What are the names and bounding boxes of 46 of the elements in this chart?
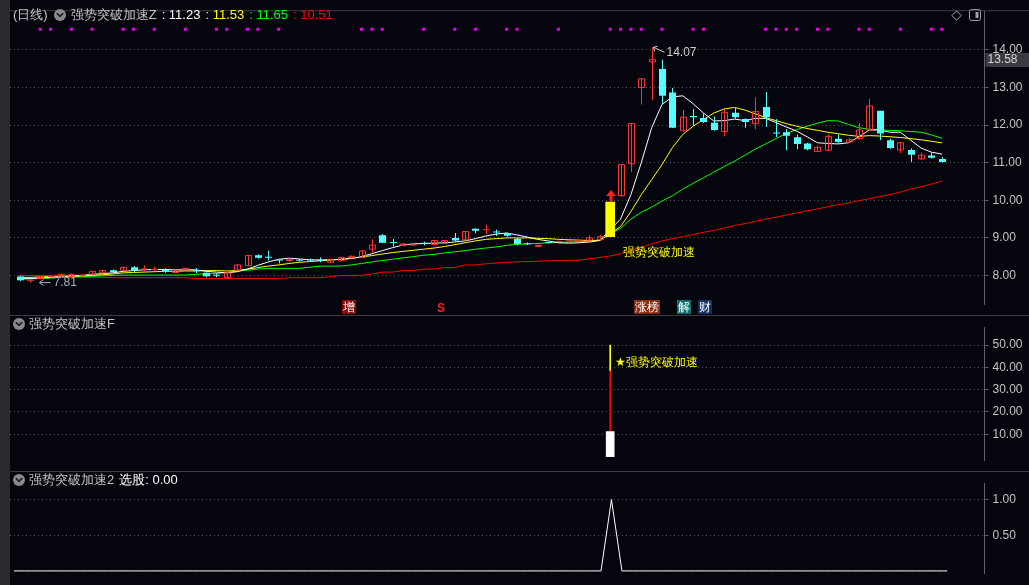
- annotation: 解: [678, 299, 690, 314]
- y-tick-label: 20.00: [992, 404, 1023, 419]
- candlestick: [649, 46, 656, 101]
- y-tick-label: 11.00: [992, 155, 1022, 170]
- y-tick-label: 40.00: [992, 359, 1023, 374]
- annotation: 7.81: [53, 274, 78, 289]
- text: 13.58: [987, 52, 1018, 67]
- text: : 11.23: [161, 7, 201, 23]
- y-tick-label: 10.00: [992, 426, 1023, 441]
- y-tick-label: 50.00: [992, 337, 1023, 352]
- text: : 11.65: [249, 7, 289, 23]
- candlestick: [27, 278, 34, 284]
- candlestick: [618, 164, 625, 198]
- candlestick: [763, 91, 770, 128]
- chart-title: 强势突破加速2: [29, 472, 115, 488]
- candlestick: [628, 122, 635, 173]
- y-tick-label: 8.00: [992, 267, 1017, 282]
- annotation: 涨榜: [635, 299, 659, 314]
- text: : 10.51: [293, 7, 333, 23]
- y-tick-label: 0.50: [992, 527, 1017, 542]
- chart-title: 强势突破加速F: [29, 316, 115, 332]
- chart-subtitle: 强势突破加速Z: [70, 7, 157, 23]
- y-tick-label: 1.00: [992, 491, 1017, 506]
- chart-title: (日线): [13, 7, 48, 23]
- text: : 11.53: [205, 7, 245, 23]
- candlestick: [866, 98, 873, 132]
- candlestick: [141, 264, 148, 273]
- candlestick: [877, 110, 884, 141]
- annotation: 14.07: [666, 44, 697, 59]
- y-tick-label: 10.00: [992, 192, 1023, 207]
- y-tick-label: 12.00: [992, 117, 1023, 132]
- y-tick-label: 13.00: [992, 79, 1023, 94]
- candlestick: [773, 118, 780, 138]
- candlestick: [48, 274, 55, 279]
- candlestick: [721, 108, 728, 137]
- candlestick: [638, 77, 645, 105]
- annotation: 增: [342, 299, 355, 314]
- y-tick-label: 30.00: [992, 381, 1023, 396]
- candlestick: [752, 96, 759, 130]
- annotation: S: [436, 301, 446, 316]
- y-tick-label: 9.00: [992, 230, 1017, 245]
- candlestick: [783, 128, 790, 151]
- candlestick: [680, 109, 687, 132]
- text: 选股: 0.00: [119, 472, 178, 488]
- annotation: 财: [699, 299, 711, 314]
- annotation: ★强势突破加速: [615, 355, 698, 370]
